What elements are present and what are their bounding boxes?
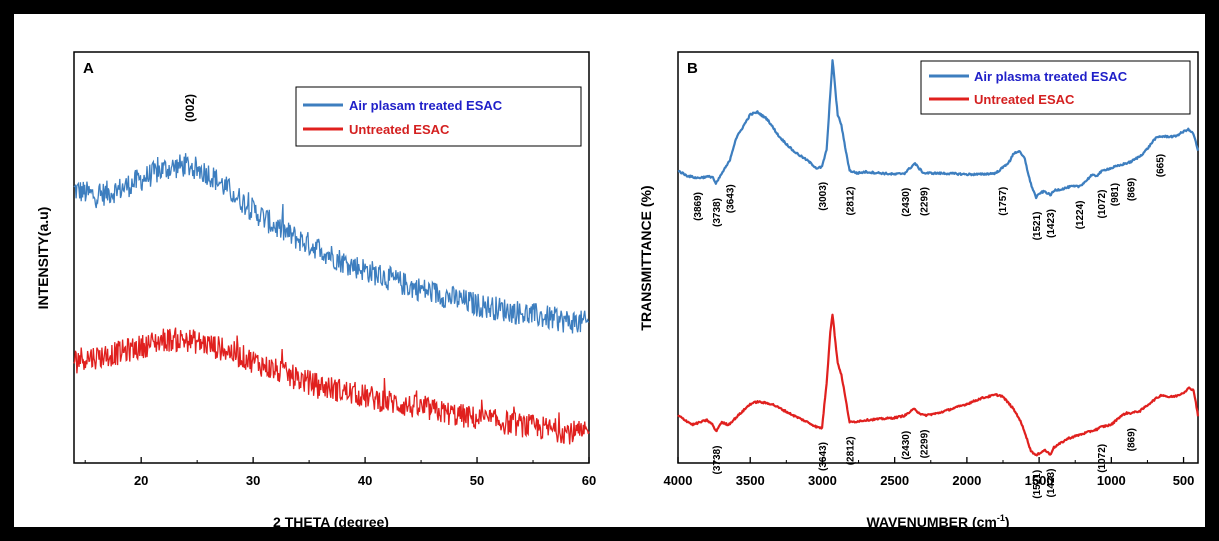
panel-b-x-tick-label-1: 3500 [736, 473, 765, 488]
panel-b-legend-label-1: Untreated ESAC [974, 92, 1075, 107]
panel-b-x-ticks: 4000 3500 3000 2500 2000 1500 1000 500 [664, 457, 1195, 488]
panel-b-peak-label-9: (1423) [1046, 209, 1057, 238]
panel-a-x-tick-label-4: 60 [582, 473, 596, 488]
panel-b-peak-label-18: (2430) [901, 431, 912, 460]
panel-b-x-tick-label-0: 4000 [664, 473, 693, 488]
panel-a-x-tick-label-1: 30 [246, 473, 260, 488]
panel-b-peak-label-23: (869) [1126, 428, 1137, 451]
panel-a-plot-area [73, 51, 590, 464]
panel-b-peak-label-2: (3643) [726, 184, 737, 213]
panel-a-x-tick-label-2: 40 [358, 473, 372, 488]
panel-a-x-ticks: 20 30 40 50 60 [84, 457, 596, 488]
panel-a-legend-box [295, 86, 582, 147]
panel-b-peak-label-15: (3738) [712, 446, 723, 475]
panel-b-x-tick-label-5: 1500 [1025, 473, 1054, 488]
panel-b-peak-label-22: (1072) [1097, 444, 1108, 473]
panel-b-y-axis-label: TRANSMITTANCE (%) [638, 185, 654, 330]
panel-b-peak-label-13: (869) [1126, 178, 1137, 201]
panel-b-x-axis-label-main: WAVENUMBER (cm [866, 514, 996, 530]
panel-a-legend: Air plasam treated ESAC Untreated ESAC [295, 86, 582, 147]
panel-b-peak-label-4: (2812) [846, 187, 857, 216]
panel-b: B 4000 3500 3000 2500 2000 1500 1000 500 (3869)… [638, 51, 1200, 530]
panel-a-series-layer [73, 153, 590, 445]
panel-b-peak-label-7: (1757) [998, 187, 1009, 216]
panel-a-series-0 [73, 153, 590, 334]
panel-b-x-axis-label: WAVENUMBER (cm-1) [866, 513, 1009, 530]
panel-b-label: B [687, 60, 698, 77]
panel-b-peak-label-19: (2299) [920, 430, 931, 459]
panel-b-peak-label-0: (3869) [693, 192, 704, 221]
panel-b-legend-label-0: Air plasma treated ESAC [974, 69, 1128, 84]
panel-b-peak-label-10: (1224) [1075, 201, 1086, 230]
panel-b-peak-labels: (3869) (3738) (3643) (3003) (2812) (2430) (229… [693, 154, 1167, 499]
panel-a-x-axis-label: 2 THETA (degree) [273, 514, 389, 530]
panel-b-peak-label-3: (3003) [818, 182, 829, 211]
panel-a-label: A [83, 60, 94, 77]
panel-b-plot-area [677, 51, 1199, 464]
panel-b-series-layer [677, 59, 1200, 457]
panel-b-peak-label-6: (2299) [920, 187, 931, 216]
panel-b-legend: Air plasma treated ESAC Untreated ESAC [920, 60, 1191, 115]
panel-b-x-axis-label-tail: ) [1005, 514, 1010, 530]
panel-b-peak-label-17: (2812) [846, 436, 857, 465]
panel-a-series-1 [73, 327, 590, 445]
panel-b-x-tick-label-2: 3000 [808, 473, 837, 488]
panel-b-series-0 [677, 59, 1200, 200]
panel-b-peak-label-11: (1072) [1097, 190, 1108, 219]
panel-b-x-tick-label-3: 2500 [880, 473, 909, 488]
panel-b-peak-label-14: (665) [1156, 154, 1167, 177]
panel-b-x-axis-label-sup: -1 [997, 513, 1005, 523]
panel-b-x-tick-label-7: 500 [1173, 473, 1195, 488]
panel-b-series-1 [677, 313, 1200, 457]
panel-b-peak-label-21: (1423) [1046, 469, 1057, 498]
panel-a-legend-label-1: Untreated ESAC [349, 122, 450, 137]
panel-b-peak-label-8: (1521) [1032, 212, 1043, 241]
panel-b-peak-label-20: (1521) [1032, 470, 1043, 499]
panel-a: A 20 30 40 50 60 (002) Air plasam treated ES… [35, 51, 596, 530]
panel-b-peak-label-16: (3643) [818, 442, 829, 471]
panel-a-x-tick-label-0: 20 [134, 473, 148, 488]
panel-b-x-tick-label-6: 1000 [1097, 473, 1126, 488]
panel-b-peak-label-5: (2430) [901, 188, 912, 217]
panel-a-x-tick-label-3: 50 [470, 473, 484, 488]
panel-a-y-axis-label: INTENSITY(a.u) [35, 207, 51, 310]
panel-b-peak-label-1: (3738) [712, 198, 723, 227]
panel-a-annotation-002: (002) [183, 94, 197, 122]
panel-b-peak-label-12: (981) [1110, 183, 1121, 206]
panel-b-x-tick-label-4: 2000 [952, 473, 981, 488]
panel-b-legend-box [920, 60, 1191, 115]
panel-a-legend-label-0: Air plasam treated ESAC [349, 98, 503, 113]
